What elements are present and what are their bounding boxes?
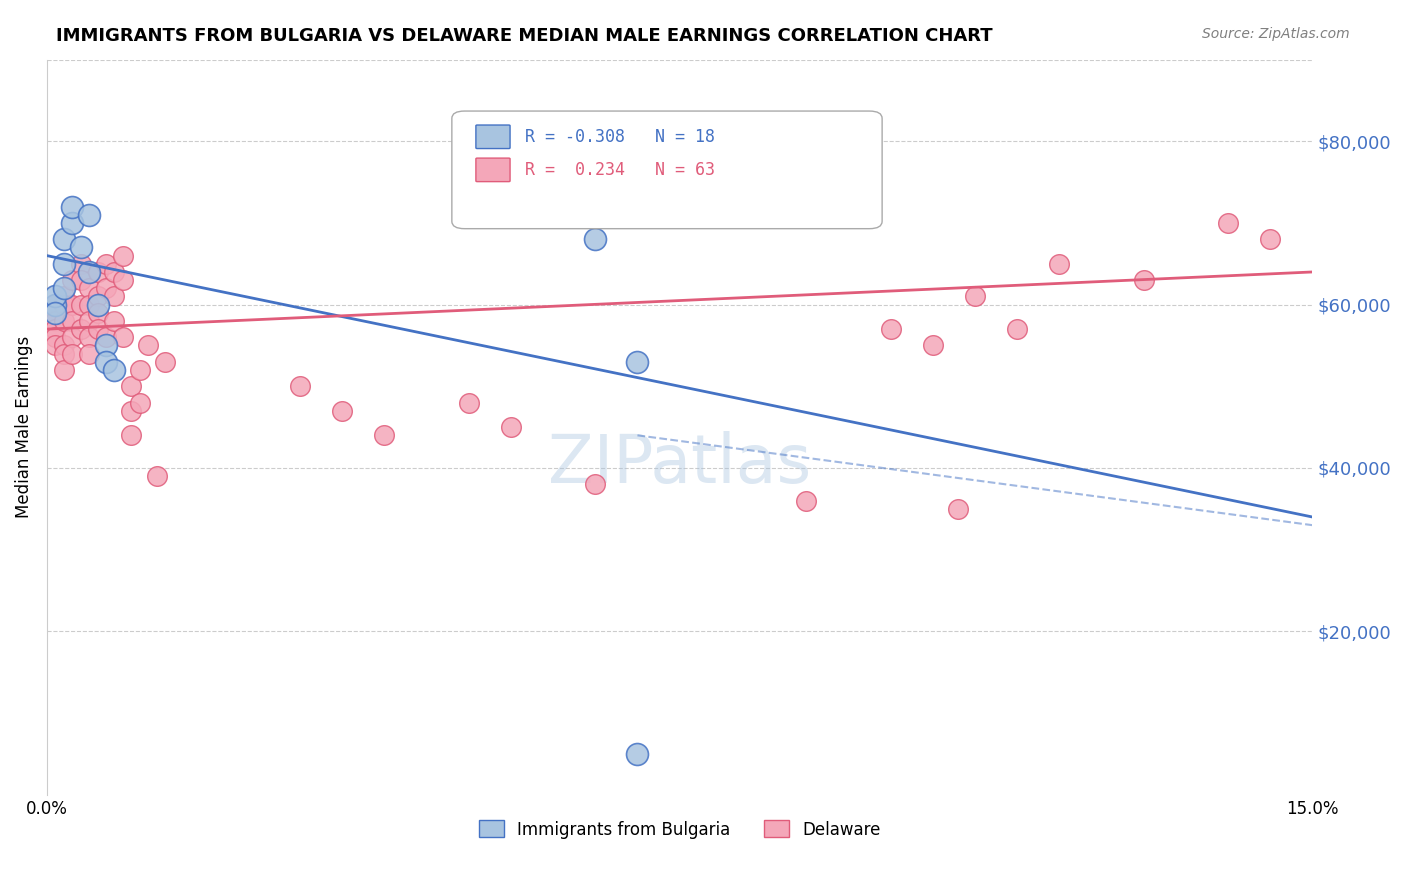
- Point: [52, 289, 75, 303]
- Point: [946, 501, 969, 516]
- Point: [103, 265, 125, 279]
- Point: [583, 477, 606, 491]
- Point: [120, 404, 142, 418]
- Point: [77, 208, 100, 222]
- Point: [77, 298, 100, 312]
- Point: [626, 355, 648, 369]
- Text: Source: ZipAtlas.com: Source: ZipAtlas.com: [1202, 27, 1350, 41]
- Point: [77, 330, 100, 344]
- Point: [136, 338, 159, 352]
- Point: [60, 200, 83, 214]
- Point: [44, 298, 66, 312]
- Point: [86, 306, 108, 320]
- Point: [44, 298, 66, 312]
- Point: [86, 298, 108, 312]
- Point: [44, 289, 66, 303]
- Point: [44, 306, 66, 320]
- Point: [794, 493, 817, 508]
- Point: [52, 338, 75, 352]
- Point: [60, 273, 83, 287]
- Point: [330, 404, 353, 418]
- Point: [583, 232, 606, 246]
- Point: [44, 330, 66, 344]
- Point: [86, 265, 108, 279]
- Text: R =  0.234   N = 63: R = 0.234 N = 63: [526, 161, 716, 179]
- Point: [86, 322, 108, 336]
- Point: [69, 273, 91, 287]
- Point: [44, 338, 66, 352]
- Point: [52, 346, 75, 360]
- Point: [111, 249, 134, 263]
- Point: [77, 281, 100, 295]
- Point: [94, 338, 117, 352]
- Point: [52, 257, 75, 271]
- Text: R = -0.308   N = 18: R = -0.308 N = 18: [526, 128, 716, 145]
- Point: [921, 338, 943, 352]
- Point: [373, 428, 395, 442]
- Point: [120, 379, 142, 393]
- Legend: Immigrants from Bulgaria, Delaware: Immigrants from Bulgaria, Delaware: [472, 814, 887, 846]
- Point: [94, 355, 117, 369]
- Point: [69, 298, 91, 312]
- FancyBboxPatch shape: [475, 125, 510, 149]
- Point: [1258, 232, 1281, 246]
- Y-axis label: Median Male Earnings: Median Male Earnings: [15, 336, 32, 518]
- Point: [60, 298, 83, 312]
- Point: [44, 306, 66, 320]
- Point: [52, 314, 75, 328]
- Point: [103, 314, 125, 328]
- Point: [111, 273, 134, 287]
- Point: [77, 265, 100, 279]
- Point: [499, 420, 522, 434]
- Point: [111, 330, 134, 344]
- Point: [60, 330, 83, 344]
- Point: [60, 216, 83, 230]
- Point: [879, 322, 901, 336]
- Point: [1005, 322, 1028, 336]
- Point: [77, 314, 100, 328]
- Point: [69, 322, 91, 336]
- Point: [120, 428, 142, 442]
- Point: [94, 281, 117, 295]
- Point: [1132, 273, 1154, 287]
- Point: [52, 298, 75, 312]
- Point: [69, 257, 91, 271]
- Point: [60, 346, 83, 360]
- Point: [103, 363, 125, 377]
- FancyBboxPatch shape: [475, 158, 510, 182]
- Point: [52, 281, 75, 295]
- Point: [86, 289, 108, 303]
- Point: [94, 330, 117, 344]
- Point: [44, 314, 66, 328]
- Text: ZIPatlas: ZIPatlas: [548, 431, 811, 497]
- Point: [963, 289, 986, 303]
- Point: [128, 363, 150, 377]
- Text: IMMIGRANTS FROM BULGARIA VS DELAWARE MEDIAN MALE EARNINGS CORRELATION CHART: IMMIGRANTS FROM BULGARIA VS DELAWARE MED…: [56, 27, 993, 45]
- Point: [60, 314, 83, 328]
- Point: [52, 363, 75, 377]
- Point: [44, 322, 66, 336]
- Point: [288, 379, 311, 393]
- FancyBboxPatch shape: [451, 112, 882, 228]
- Point: [77, 346, 100, 360]
- Point: [1047, 257, 1070, 271]
- Point: [1216, 216, 1239, 230]
- Point: [145, 469, 167, 483]
- Point: [457, 395, 479, 409]
- Point: [52, 232, 75, 246]
- Point: [128, 395, 150, 409]
- Point: [94, 257, 117, 271]
- Point: [153, 355, 176, 369]
- Point: [626, 747, 648, 761]
- Point: [69, 240, 91, 254]
- Point: [103, 289, 125, 303]
